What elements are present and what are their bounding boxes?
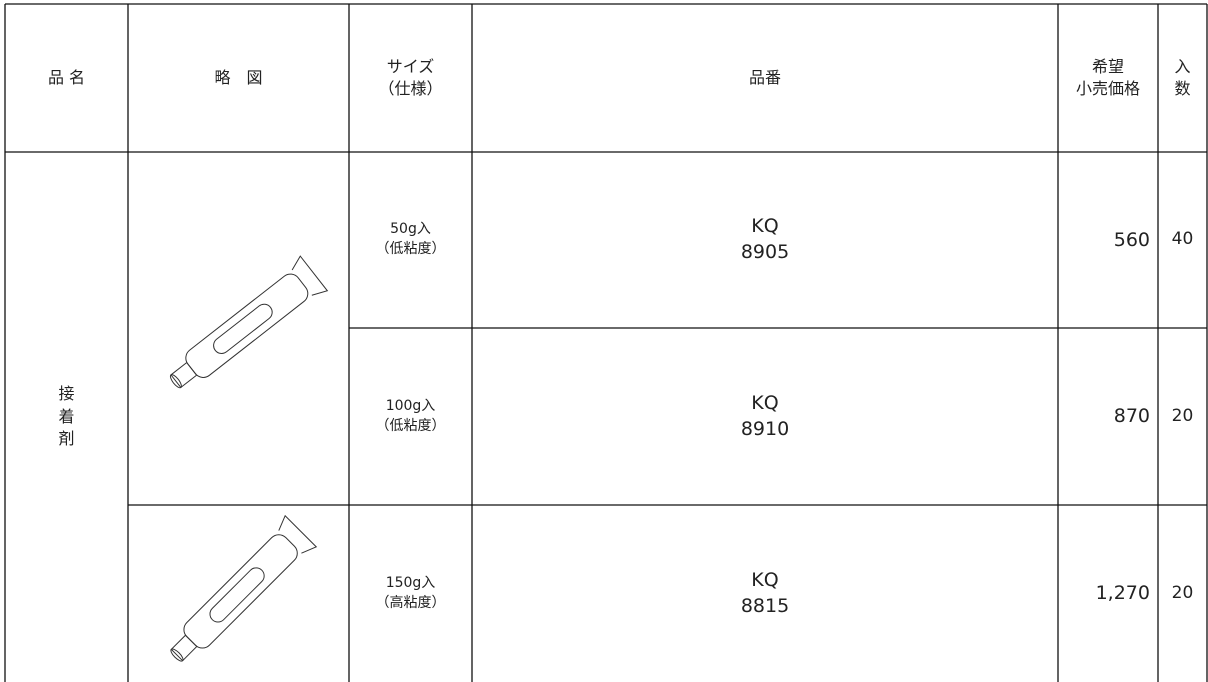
tube-drawing: [170, 514, 318, 662]
header-cell: 入 数: [1174, 56, 1191, 98]
part-number-cell: KQ 8905: [740, 215, 790, 263]
category-cell: 接 着 剤: [58, 384, 75, 449]
header-cell: 略 図: [214, 67, 263, 87]
quantity-cell: 40: [1171, 229, 1194, 250]
size-cell: 150g入 （高粘度）: [375, 574, 446, 611]
price-cell: 560: [1113, 228, 1150, 251]
part-number-cell: KQ 8815: [740, 568, 790, 617]
part-number-cell: KQ 8910: [740, 391, 790, 440]
header-cell: 希望 小売価格: [1075, 56, 1140, 98]
quantity-cell: 20: [1171, 405, 1194, 426]
price-cell: 870: [1113, 405, 1150, 428]
header-cell: 品番: [748, 67, 781, 87]
price-cell: 1,270: [1095, 582, 1150, 605]
tube-drawing: [169, 255, 329, 389]
header-cell: サイズ （仕様）: [378, 56, 443, 98]
size-cell: 50g入 （低粘度）: [375, 221, 446, 257]
quantity-cell: 20: [1171, 582, 1194, 603]
size-cell: 100g入 （低粘度）: [375, 397, 446, 434]
header-cell: 品 名: [47, 67, 86, 87]
